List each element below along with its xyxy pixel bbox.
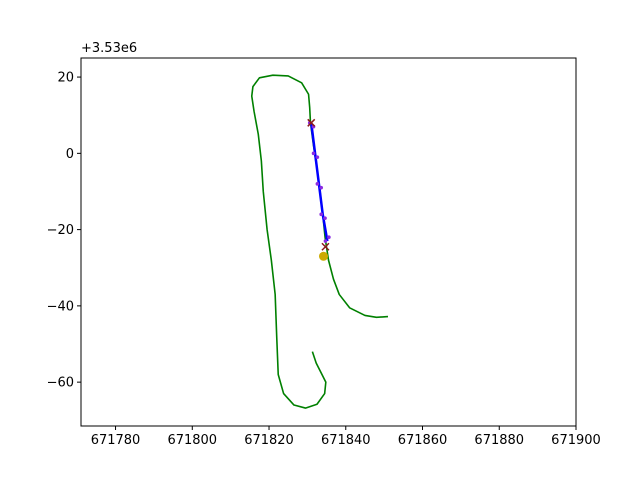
scatter-point xyxy=(323,216,327,220)
plot-area xyxy=(81,58,576,426)
axes-frame xyxy=(80,57,577,427)
y-tick-label: −60 xyxy=(47,376,74,391)
scatter-point xyxy=(315,182,320,186)
x-tick-label: 671800 xyxy=(167,433,217,448)
scatter-point xyxy=(323,239,328,243)
x-tick-label: 671840 xyxy=(321,433,371,448)
scatter-point xyxy=(319,212,324,217)
y-tick-label: −20 xyxy=(47,223,74,238)
x-tick-label: 671780 xyxy=(91,433,141,448)
scatter-point xyxy=(311,151,316,156)
x-marker xyxy=(321,242,330,251)
y-tick-label: 20 xyxy=(57,71,74,86)
track-line xyxy=(250,74,389,409)
y-offset-label: +3.53e6 xyxy=(81,41,137,56)
x-marker xyxy=(307,118,316,127)
x-tick-label: 671900 xyxy=(551,433,601,448)
x-tick-label: 671880 xyxy=(474,433,524,448)
y-tick-label: −40 xyxy=(47,299,74,314)
y-tick-label: 0 xyxy=(66,147,74,162)
y-axis: 20 0 −20 −40 −60 xyxy=(47,71,81,391)
scatter-point xyxy=(319,185,324,190)
series-layer xyxy=(250,74,389,409)
x-tick-label: 671820 xyxy=(244,433,294,448)
x-axis: 671780 671800 671820 671840 671860 671880 6719… xyxy=(91,426,601,448)
x-tick-label: 671860 xyxy=(398,433,448,448)
scatter-point xyxy=(327,235,331,240)
vehicle-dot xyxy=(319,251,329,261)
scatter-point xyxy=(315,155,320,159)
